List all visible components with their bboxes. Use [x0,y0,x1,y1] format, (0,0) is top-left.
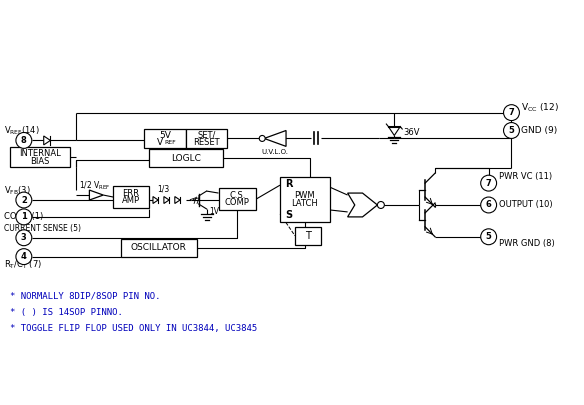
Polygon shape [264,130,286,146]
Bar [295,227,321,245]
Text: V$_{\sf REF}$(14): V$_{\sf REF}$(14) [4,124,40,137]
Text: PWR GND (8): PWR GND (8) [499,239,554,248]
Circle shape [259,135,265,141]
Text: 1V: 1V [210,207,220,216]
Circle shape [16,132,32,148]
Text: R: R [285,179,293,189]
Text: LATCH: LATCH [291,199,318,208]
Text: 4: 4 [21,252,27,261]
Text: CURRENT SENSE (5): CURRENT SENSE (5) [4,224,81,233]
Text: 8: 8 [21,136,27,145]
Bar [280,177,330,222]
Text: 36V: 36V [403,128,420,137]
Circle shape [377,202,384,209]
Polygon shape [44,136,50,145]
Text: INTERNAL: INTERNAL [19,149,61,158]
Text: OSCILLATOR: OSCILLATOR [131,243,187,252]
Bar [144,128,186,148]
Text: 3: 3 [21,233,27,242]
Circle shape [16,209,32,225]
Bar [113,186,149,208]
Bar [186,128,227,148]
Text: SET/: SET/ [197,130,215,139]
Text: 1/3: 1/3 [157,184,169,193]
Circle shape [16,249,32,264]
Text: OUTPUT (10): OUTPUT (10) [499,200,552,209]
Text: 2: 2 [21,196,27,205]
Text: 5V: 5V [159,131,171,140]
Polygon shape [347,193,377,217]
Polygon shape [153,196,158,203]
Bar [149,149,224,167]
Polygon shape [388,126,400,135]
Polygon shape [89,190,103,200]
Text: PWM: PWM [294,191,315,200]
Text: T: T [305,231,311,241]
Polygon shape [164,196,169,203]
Text: LOGLC: LOGLC [171,154,201,163]
Bar [218,188,256,210]
Circle shape [503,123,519,139]
Polygon shape [175,196,180,203]
Text: BIAS: BIAS [30,157,50,166]
Bar [10,147,69,167]
Text: * NORMALLY 8DIP/8SOP PIN NO.: * NORMALLY 8DIP/8SOP PIN NO. [10,292,161,301]
Text: RESET: RESET [193,138,220,147]
Text: V$_{\sf FB}$(3): V$_{\sf FB}$(3) [4,185,30,197]
Text: PWR VC (11): PWR VC (11) [499,172,552,181]
Text: V: V [157,138,163,147]
Text: 5: 5 [486,232,492,241]
Circle shape [481,175,496,191]
Text: 7: 7 [486,179,492,188]
Text: * ( ) IS 14SOP PINNO.: * ( ) IS 14SOP PINNO. [10,308,123,317]
Text: COMP: COMP [225,198,250,207]
Text: 6: 6 [486,200,492,209]
Text: C.S.: C.S. [229,191,245,200]
Text: GND (9): GND (9) [522,126,558,135]
Circle shape [503,104,519,121]
Text: COMP (1): COMP (1) [4,212,43,222]
Text: ERR: ERR [123,189,140,198]
Text: AMP: AMP [122,196,140,205]
Circle shape [16,192,32,208]
Text: * TOGGLE FLIP FLOP USED ONLY IN UC3844, UC3845: * TOGGLE FLIP FLOP USED ONLY IN UC3844, … [10,324,257,333]
Text: R$_{\sf T}$/C$_{\sf T}$ (7): R$_{\sf T}$/C$_{\sf T}$ (7) [4,258,42,271]
Text: 5: 5 [509,126,515,135]
Text: REF: REF [164,140,176,145]
Text: U.V.L.O.: U.V.L.O. [262,149,288,156]
Circle shape [481,197,496,213]
Circle shape [481,229,496,245]
Text: V$_{\sf CC}$ (12): V$_{\sf CC}$ (12) [522,101,559,114]
Text: 7: 7 [509,108,515,117]
Circle shape [16,230,32,246]
Text: 1/2 V$_{\sf REF}$: 1/2 V$_{\sf REF}$ [79,180,111,192]
Text: S: S [285,210,292,220]
Text: 1: 1 [21,212,27,222]
Bar [121,239,197,257]
